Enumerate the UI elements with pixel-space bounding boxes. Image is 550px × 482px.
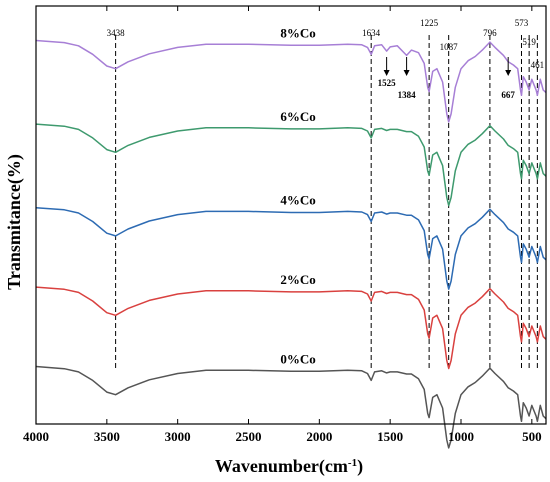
series-label: 4%Co (280, 193, 315, 208)
x-tick-label: 1000 (448, 429, 474, 444)
series-line (35, 39, 547, 123)
arrow-label: 1384 (398, 90, 417, 100)
peak-label: 3438 (107, 28, 126, 38)
axes: 4000 3500 3000 2500 2000 1500 1000 500 (23, 5, 547, 444)
x-tick-label: 3500 (94, 429, 120, 444)
peak-label: 1087 (440, 42, 459, 52)
series-line (35, 286, 547, 370)
series-label: 8%Co (280, 25, 315, 40)
peak-label: 1225 (420, 18, 439, 28)
peak-label: 1634 (362, 28, 381, 38)
x-axis-title: Wavenumber(cm-1) (215, 456, 363, 477)
peak-label: 573 (515, 18, 529, 28)
x-tick-label: 1500 (377, 429, 403, 444)
peak-label: 796 (483, 28, 497, 38)
peak-label: 519 (522, 37, 536, 47)
peak-label: 461 (531, 60, 545, 70)
series-line (35, 123, 547, 207)
x-tick-label: 2000 (306, 429, 332, 444)
arrow-head (505, 70, 512, 76)
arrow-label: 1525 (378, 78, 397, 88)
series-label: 2%Co (280, 272, 315, 287)
plot-area: 8%Co 6%Co 4%Co 2%Co 0%Co 3438 1634 1225 1087 796 5… (35, 18, 547, 449)
series-label: 0%Co (280, 351, 315, 366)
series-line (35, 206, 547, 290)
x-tick-label: 3000 (165, 429, 191, 444)
arrow-head (403, 70, 410, 76)
x-tick-label: 4000 (23, 429, 49, 444)
x-tick-label: 500 (522, 429, 542, 444)
x-tick-label: 2500 (236, 429, 262, 444)
y-axis-title: Transmitance(%) (4, 154, 25, 290)
arrow-head (383, 70, 390, 76)
series-label: 6%Co (280, 109, 315, 124)
plot-frame (35, 5, 547, 425)
arrow-label: 667 (501, 90, 515, 100)
series-line (35, 365, 547, 449)
